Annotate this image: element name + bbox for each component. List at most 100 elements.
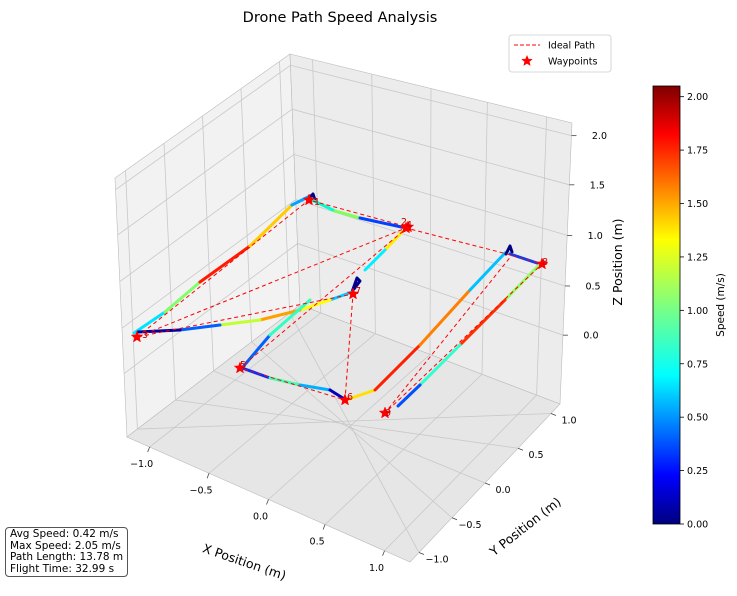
x-tick-label: 1.0 bbox=[369, 563, 384, 574]
waypoint-marker bbox=[535, 257, 549, 270]
path-segment bbox=[290, 194, 312, 207]
waypoint-marker bbox=[399, 221, 413, 234]
drone-path bbox=[132, 192, 542, 408]
z-tick-label: 1.5 bbox=[590, 180, 605, 191]
path-segment bbox=[350, 276, 362, 294]
y-tick-mark bbox=[550, 413, 557, 416]
z-tick-label: 0.5 bbox=[585, 281, 600, 292]
waypoint-label: 9 bbox=[385, 408, 391, 419]
grid-line bbox=[115, 64, 572, 190]
legend: Ideal Path Waypoints bbox=[508, 34, 612, 73]
avg-speed-text: Avg Speed: 0.42 m/s bbox=[10, 528, 119, 540]
grid-line bbox=[125, 170, 552, 430]
y-tick-mark bbox=[418, 552, 425, 555]
waypoint-marker bbox=[130, 330, 144, 343]
max-speed-text: Max Speed: 2.05 m/s bbox=[10, 539, 121, 552]
waypoint-label: 7 bbox=[355, 286, 361, 297]
path-segment bbox=[132, 310, 167, 335]
x-tick-label: 0.0 bbox=[253, 512, 268, 523]
chart-title: Drone Path Speed Analysis bbox=[243, 10, 438, 26]
waypoint-label: 2 bbox=[401, 217, 407, 228]
grid-line bbox=[208, 74, 376, 474]
waypoint-marker bbox=[338, 393, 352, 406]
ideal-path bbox=[136, 199, 543, 414]
grid-line bbox=[240, 88, 453, 519]
x-tick-mark bbox=[322, 524, 326, 530]
grid-line bbox=[202, 115, 486, 484]
grid-line bbox=[324, 102, 488, 525]
x-tick-mark bbox=[206, 473, 210, 479]
path-length-text: Path Length: 13.78 m bbox=[10, 551, 124, 563]
waypoint-label: 3 bbox=[142, 330, 148, 341]
path-segment bbox=[418, 288, 472, 347]
x-tick-label: −1.0 bbox=[130, 459, 153, 470]
grid-line bbox=[117, 108, 570, 236]
z-axis-label: Z Position (m) bbox=[610, 218, 625, 305]
path-segment bbox=[396, 383, 422, 408]
y-tick-mark bbox=[451, 517, 458, 521]
grid-line bbox=[119, 153, 568, 282]
path-segment bbox=[418, 343, 462, 387]
z-tick-label: 0.0 bbox=[583, 331, 598, 342]
path-segment bbox=[298, 383, 332, 392]
colorbar-label: Speed (m/s) bbox=[715, 273, 727, 337]
colorbar-tick-label: 0.50 bbox=[687, 413, 708, 424]
colorbar-tick-label: 0.25 bbox=[687, 466, 708, 477]
x-axis-ticks: −1.0 −0.5 0.0 0.5 1.0 bbox=[130, 446, 385, 574]
x-tick-mark bbox=[147, 446, 151, 453]
x-tick-label: 0.5 bbox=[310, 537, 325, 548]
path-segment bbox=[248, 203, 294, 248]
z-tick-label: 2.0 bbox=[592, 131, 607, 142]
path-segment bbox=[218, 318, 262, 327]
waypoint-marker bbox=[302, 193, 316, 206]
path-segment bbox=[198, 244, 252, 284]
y-tick-label: 1.0 bbox=[561, 415, 576, 426]
legend-waypoint-star bbox=[521, 54, 533, 66]
waypoints: 1 2 3 4 5 6 7 8 9 bbox=[130, 193, 549, 419]
legend-box bbox=[508, 34, 612, 73]
y-tick-label: 0.0 bbox=[495, 485, 510, 496]
colorbar-tick-label: 2.00 bbox=[687, 92, 708, 103]
waypoint-label: 4 bbox=[406, 220, 412, 231]
waypoint-marker bbox=[233, 361, 247, 374]
y-axis-label: Y Position (m) bbox=[486, 494, 564, 559]
y-axis-ticks: −1.0 −0.5 0.0 0.5 1.0 bbox=[418, 413, 577, 566]
y-tick-label: −0.5 bbox=[458, 520, 481, 531]
flight-time-text: Flight Time: 32.99 s bbox=[10, 562, 115, 575]
y-tick-mark bbox=[484, 482, 491, 486]
path-segment bbox=[468, 251, 507, 292]
path-segment bbox=[344, 388, 377, 402]
legend-ideal-path-label: Ideal Path bbox=[548, 41, 595, 52]
grid-line bbox=[163, 143, 519, 449]
stats-box: Avg Speed: 0.42 m/s Max Speed: 2.05 m/s … bbox=[5, 527, 129, 577]
grid-line bbox=[384, 116, 548, 552]
y-tick-mark bbox=[517, 447, 524, 451]
path-segment bbox=[333, 209, 362, 220]
floor-pane bbox=[126, 304, 561, 563]
grid-line bbox=[121, 199, 566, 329]
grid-line bbox=[268, 88, 432, 500]
waypoint-label: 1 bbox=[314, 197, 320, 208]
colorbar-tick-label: 1.00 bbox=[687, 306, 708, 317]
x-tick-label: −0.5 bbox=[190, 485, 213, 496]
path-segment bbox=[178, 323, 222, 332]
colorbar-tick-label: 0.75 bbox=[687, 359, 708, 370]
z-axis-ticks: 0.0 0.5 1.0 1.5 2.0 bbox=[562, 131, 607, 342]
colorbar-ticks: 0.00 0.25 0.50 0.75 1.00 1.25 1.50 1.75 2.00 bbox=[680, 92, 708, 531]
colorbar: 0.00 0.25 0.50 0.75 1.00 1.25 1.50 1.75 2.00 Spe… bbox=[652, 85, 727, 531]
z-tick-label: 1.0 bbox=[588, 231, 603, 242]
path-segment bbox=[373, 343, 422, 392]
colorbar-tick-label: 1.75 bbox=[687, 146, 708, 157]
colorbar-tick-label: 1.50 bbox=[687, 199, 708, 210]
path-segment bbox=[363, 248, 387, 272]
colorbar-gradient bbox=[652, 85, 681, 525]
y-tick-label: 0.5 bbox=[528, 450, 543, 461]
waypoint-label: 8 bbox=[542, 257, 548, 268]
waypoint-label: 6 bbox=[347, 392, 353, 403]
path-segment bbox=[458, 298, 507, 347]
waypoint-label: 5 bbox=[240, 360, 246, 371]
path-segment bbox=[504, 244, 514, 256]
colorbar-tick-label: 0.00 bbox=[687, 520, 708, 531]
x-tick-mark bbox=[382, 550, 385, 556]
path-segment bbox=[258, 308, 302, 322]
